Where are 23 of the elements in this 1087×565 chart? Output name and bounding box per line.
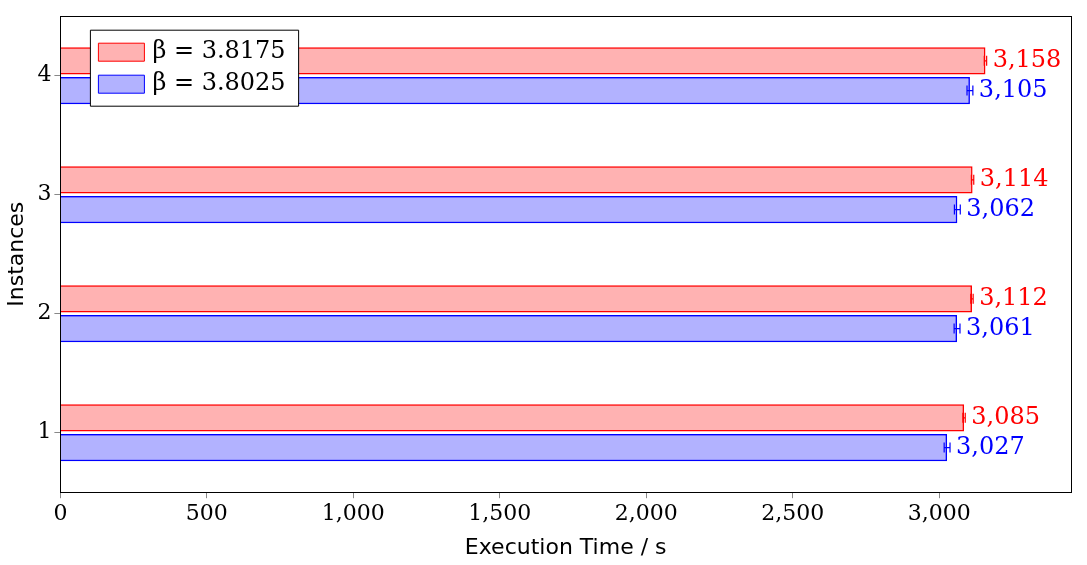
data-label: 3,027 <box>956 431 1025 460</box>
legend-label: β = 3.8175 <box>152 36 286 65</box>
x-tick-label: 2,000 <box>614 500 678 526</box>
data-label: 3,085 <box>971 402 1040 431</box>
data-label: 3,061 <box>965 312 1035 341</box>
data-label: 3,105 <box>978 74 1048 103</box>
y-tick-label: 2 <box>37 299 52 325</box>
x-tick-label: 3,000 <box>907 500 971 526</box>
x-tick-label: 2,500 <box>761 500 825 526</box>
y-tick-label: 1 <box>37 418 52 444</box>
data-label: 3,158 <box>992 45 1062 74</box>
legend-label: β = 3.8025 <box>152 68 286 97</box>
y-axis-title: Instances <box>2 201 28 307</box>
x-axis-title: Execution Time / s <box>464 533 667 559</box>
x-tick-label: 1,500 <box>468 500 532 526</box>
data-label: 3,062 <box>966 193 1035 222</box>
x-tick-label: 500 <box>185 500 228 526</box>
y-tick-label: 3 <box>37 180 52 206</box>
data-label: 3,114 <box>979 164 1049 193</box>
data-label: 3,112 <box>979 283 1048 312</box>
y-tick-label: 4 <box>37 61 52 87</box>
x-tick-label: 1,000 <box>321 500 385 526</box>
x-tick-label: 0 <box>53 500 68 526</box>
